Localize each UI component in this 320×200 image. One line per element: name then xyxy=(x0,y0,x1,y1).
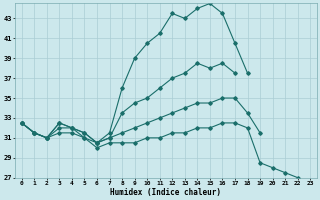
X-axis label: Humidex (Indice chaleur): Humidex (Indice chaleur) xyxy=(110,188,221,197)
